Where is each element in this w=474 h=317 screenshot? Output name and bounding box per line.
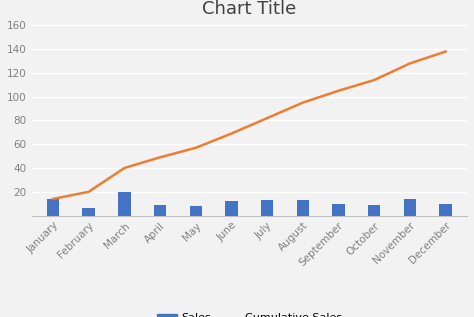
Bar xyxy=(261,200,273,216)
Bar xyxy=(225,201,237,216)
Bar xyxy=(297,200,309,216)
Bar xyxy=(439,204,452,216)
Bar xyxy=(154,205,166,216)
Bar xyxy=(118,192,131,216)
Bar xyxy=(332,204,345,216)
Bar xyxy=(190,206,202,216)
Bar xyxy=(82,209,95,216)
Title: Chart Title: Chart Title xyxy=(202,0,296,18)
Bar xyxy=(404,199,416,216)
Bar xyxy=(47,199,59,216)
Legend: Sales, Cumulative Sales: Sales, Cumulative Sales xyxy=(153,309,346,317)
Bar xyxy=(368,205,381,216)
